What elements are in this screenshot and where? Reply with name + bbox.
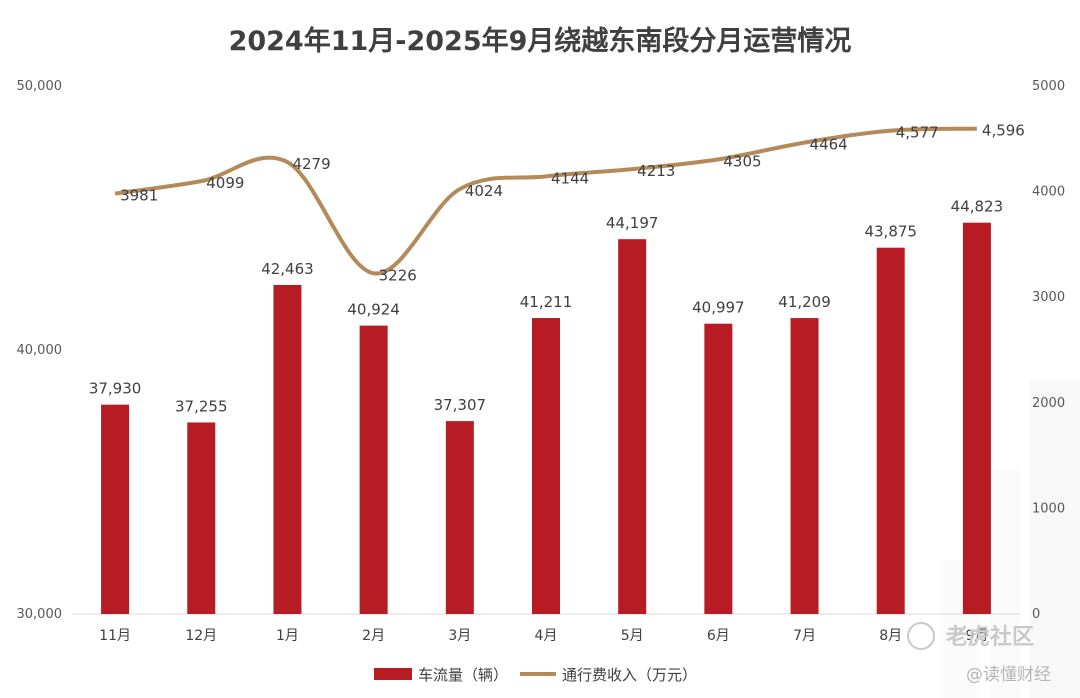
bar-9	[790, 318, 819, 614]
x-axis-tick-label: 8月	[879, 628, 902, 644]
left-axis-tick-label: 30,000	[17, 607, 63, 622]
watermark-secondary: @读懂财经	[966, 665, 1051, 685]
line-value-label: 4305	[723, 152, 761, 170]
line-value-label: 3226	[379, 266, 417, 284]
line-data-labels: 3981 4099 4279 3226 4024 4144 4213 4305 4464 4,57…	[120, 122, 1025, 285]
x-axis-tick-label: 6月	[707, 628, 730, 644]
legend: 车流量（辆） 通行费收入（万元）	[374, 666, 697, 684]
bar-value-label: 40,997	[692, 299, 745, 317]
right-axis-tick-label: 5000	[1032, 79, 1065, 94]
bar-11	[962, 222, 991, 615]
watermark: 老虎社区 @读懂财经	[907, 622, 1051, 685]
bar-value-label: 42,463	[261, 260, 314, 278]
left-y-axis: 30,000 40,000 50,000	[17, 79, 63, 622]
bar-value-label: 44,197	[606, 214, 659, 232]
x-axis-tick-label: 5月	[621, 628, 644, 644]
line-value-label: 3981	[120, 187, 158, 205]
left-axis-tick-label: 50,000	[17, 79, 63, 94]
bar-value-label: 40,924	[347, 301, 400, 319]
bar-value-label: 44,823	[951, 198, 1004, 216]
bar-4	[359, 325, 388, 614]
bar-value-label: 41,209	[778, 293, 831, 311]
bar-10	[876, 247, 905, 614]
bar-value-label: 37,930	[89, 380, 142, 398]
line-value-label: 4099	[206, 174, 244, 192]
line-series-toll-revenue	[114, 126, 977, 276]
x-axis-tick-label: 1月	[276, 628, 299, 644]
bar-value-label: 37,307	[434, 396, 487, 414]
right-axis-tick-label: 0	[1032, 607, 1040, 622]
x-axis-tick-label: 4月	[535, 628, 558, 644]
line-value-label: 4464	[810, 136, 848, 154]
x-axis-tick-label: 12月	[185, 628, 217, 644]
line-value-label: 4,577	[896, 124, 939, 142]
bar-series-traffic	[101, 222, 991, 615]
left-axis-tick-label: 40,000	[17, 343, 63, 358]
line-value-label: 4024	[465, 182, 503, 200]
bar-value-label: 43,875	[864, 223, 917, 241]
bar-value-label: 37,255	[175, 397, 228, 415]
bar-2	[187, 422, 216, 614]
legend-label-traffic: 车流量（辆）	[418, 666, 508, 684]
line-value-label: 4213	[637, 162, 675, 180]
right-axis-tick-label: 1000	[1032, 501, 1065, 516]
right-y-axis: 0 1000 2000 3000 4000 5000	[1032, 79, 1065, 622]
x-axis-tick-label: 11月	[99, 628, 131, 644]
watermark-primary: 老虎社区	[945, 624, 1034, 650]
right-axis-tick-label: 4000	[1032, 185, 1065, 200]
bar-data-labels: 37,930 37,255 42,463 40,924 37,307 41,211 44,1…	[89, 198, 1003, 416]
line-value-label: 4279	[292, 155, 330, 173]
x-axis-tick-label: 9月	[965, 628, 988, 644]
x-axis-tick-label: 3月	[448, 628, 471, 644]
bar-7	[618, 239, 647, 614]
bar-8	[704, 323, 733, 614]
x-axis-tick-label: 2月	[362, 628, 385, 644]
bar-3	[273, 284, 302, 614]
bar-5	[445, 421, 474, 614]
chart-title: 2024年11月-2025年9月绕越东南段分月运营情况	[229, 25, 852, 57]
watermark-logo-icon	[907, 622, 935, 650]
bar-6	[532, 318, 560, 614]
line-value-label: 4144	[551, 169, 589, 187]
bar-1	[101, 404, 130, 614]
background-watermark-graphic	[940, 380, 1080, 698]
right-axis-tick-label: 3000	[1032, 290, 1065, 305]
legend-swatch-traffic	[374, 668, 412, 680]
legend-label-toll-revenue: 通行费收入（万元）	[562, 666, 697, 684]
right-axis-tick-label: 2000	[1032, 396, 1065, 411]
line-value-label: 4,596	[982, 122, 1025, 140]
x-axis-tick-labels: 11月 12月 1月 2月 3月 4月 5月 6月 7月 8月 9月	[99, 628, 988, 644]
x-axis-tick-label: 7月	[793, 628, 816, 644]
bar-value-label: 41,211	[520, 293, 573, 311]
